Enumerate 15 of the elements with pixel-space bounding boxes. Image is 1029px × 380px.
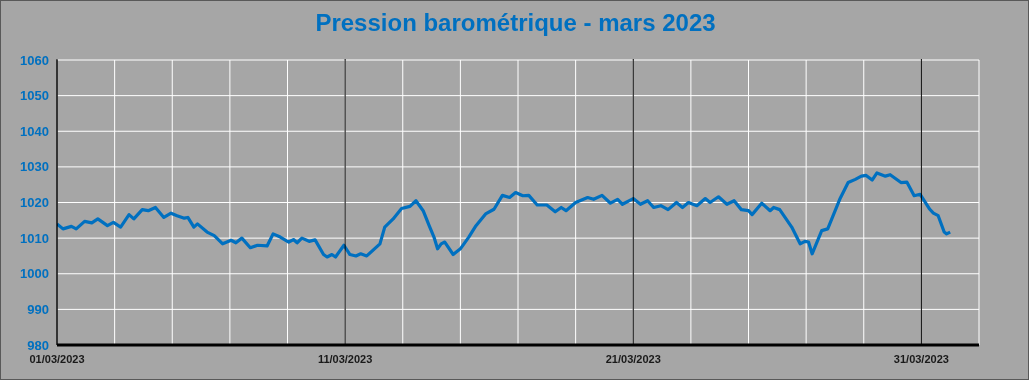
line-series [57,171,952,259]
y-tick-label: 1060 [20,52,49,68]
y-tick-label: 1040 [20,123,49,139]
y-tick-label: 1010 [20,230,49,246]
y-tick-label: 980 [27,337,49,353]
x-tick-label: 01/03/2023 [29,353,85,365]
x-tick-label: 21/03/2023 [605,353,661,365]
y-tick-label: 1030 [20,159,49,175]
x-tick-label: 11/03/2023 [317,353,373,365]
y-tick-label: 1000 [20,266,49,282]
y-tick-label: 1020 [20,195,49,211]
y-tick-label: 990 [27,301,49,317]
chart-title: Pression barométrique - mars 2023 [314,9,717,37]
y-tick-label: 1050 [20,88,49,104]
x-tick-label: 31/03/2023 [893,353,949,365]
